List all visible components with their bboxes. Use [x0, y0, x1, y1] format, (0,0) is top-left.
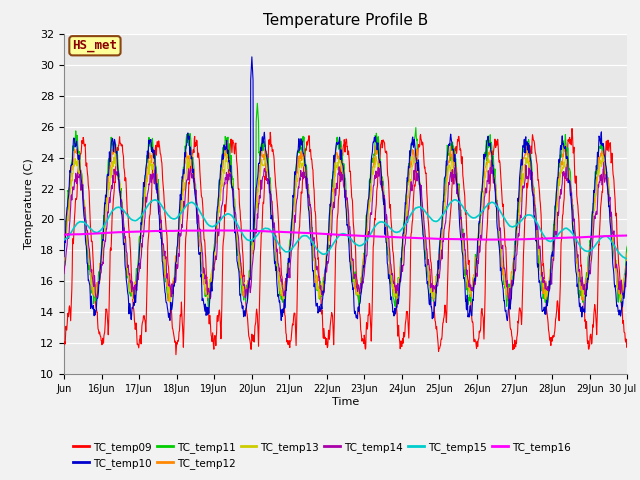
Line: TC_temp15: TC_temp15: [64, 200, 627, 259]
TC_temp09: [172, 352, 180, 358]
TC_temp16: [433, 236, 441, 241]
TC_temp11: [172, 258, 179, 264]
TC_temp14: [507, 301, 515, 307]
TC_temp15: [172, 216, 179, 221]
Line: TC_temp13: TC_temp13: [64, 153, 627, 302]
TC_temp10: [249, 70, 257, 75]
TC_temp11: [508, 284, 515, 290]
Line: TC_temp10: TC_temp10: [64, 57, 627, 321]
TC_temp11: [623, 243, 631, 249]
TC_temp13: [172, 267, 180, 273]
TC_temp14: [488, 157, 495, 163]
TC_temp13: [434, 274, 442, 280]
TC_temp12: [623, 251, 631, 256]
TC_temp15: [623, 256, 631, 262]
TC_temp11: [60, 264, 68, 269]
TC_temp14: [508, 280, 515, 286]
TC_temp09: [623, 339, 631, 345]
Text: HS_met: HS_met: [72, 39, 118, 52]
TC_temp12: [505, 300, 513, 306]
TC_temp13: [166, 300, 174, 305]
TC_temp12: [60, 229, 68, 235]
TC_temp09: [433, 333, 441, 339]
TC_temp09: [172, 340, 179, 346]
TC_temp10: [623, 262, 631, 267]
TC_temp15: [433, 218, 441, 224]
TC_temp16: [249, 228, 257, 234]
TC_temp15: [186, 200, 193, 206]
TC_temp12: [433, 268, 441, 274]
TC_temp13: [186, 162, 193, 168]
TC_temp14: [433, 283, 441, 288]
TC_temp09: [568, 126, 576, 132]
TC_temp10: [248, 54, 256, 60]
TC_temp10: [433, 279, 441, 285]
X-axis label: Time: Time: [332, 397, 359, 407]
Legend: TC_temp09, TC_temp10, TC_temp11, TC_temp12, TC_temp13, TC_temp14, TC_temp15, TC_: TC_temp09, TC_temp10, TC_temp11, TC_temp…: [69, 438, 575, 473]
TC_temp10: [186, 133, 193, 139]
TC_temp15: [557, 229, 564, 235]
Line: TC_temp12: TC_temp12: [64, 142, 627, 303]
TC_temp15: [60, 237, 68, 242]
Line: TC_temp09: TC_temp09: [64, 129, 627, 355]
TC_temp15: [623, 256, 630, 262]
Line: TC_temp11: TC_temp11: [64, 103, 627, 307]
TC_temp16: [186, 228, 193, 233]
TC_temp11: [557, 155, 565, 160]
TC_temp13: [623, 263, 631, 268]
TC_temp11: [205, 304, 212, 310]
TC_temp12: [223, 139, 231, 145]
TC_temp15: [452, 197, 460, 203]
TC_temp16: [172, 228, 179, 234]
TC_temp10: [557, 146, 565, 152]
TC_temp14: [60, 271, 68, 276]
TC_temp09: [557, 264, 564, 269]
TC_temp12: [508, 269, 515, 275]
Line: TC_temp16: TC_temp16: [64, 230, 627, 240]
TC_temp10: [508, 296, 515, 302]
TC_temp11: [249, 251, 257, 257]
TC_temp15: [507, 224, 515, 229]
TC_temp09: [507, 326, 515, 332]
TC_temp13: [249, 240, 257, 246]
TC_temp15: [248, 237, 256, 243]
TC_temp13: [557, 170, 565, 176]
Title: Temperature Profile B: Temperature Profile B: [263, 13, 428, 28]
TC_temp14: [623, 259, 631, 264]
TC_temp16: [217, 228, 225, 233]
TC_temp13: [508, 281, 515, 287]
TC_temp11: [434, 270, 442, 276]
TC_temp16: [487, 237, 495, 242]
Line: TC_temp14: TC_temp14: [64, 160, 627, 304]
TC_temp13: [60, 257, 68, 263]
TC_temp11: [253, 100, 261, 106]
TC_temp10: [60, 254, 68, 260]
TC_temp12: [249, 243, 257, 249]
TC_temp16: [623, 233, 631, 239]
TC_temp14: [186, 178, 193, 183]
TC_temp10: [504, 318, 511, 324]
TC_temp09: [186, 178, 193, 183]
TC_temp11: [186, 142, 193, 147]
TC_temp16: [60, 232, 68, 238]
TC_temp16: [557, 235, 565, 240]
TC_temp10: [172, 261, 179, 266]
TC_temp14: [172, 279, 179, 285]
TC_temp14: [248, 263, 256, 268]
TC_temp16: [508, 237, 515, 242]
TC_temp12: [557, 160, 565, 166]
TC_temp12: [186, 159, 193, 165]
Y-axis label: Temperature (C): Temperature (C): [24, 158, 35, 250]
TC_temp12: [172, 253, 179, 259]
TC_temp13: [223, 150, 230, 156]
TC_temp09: [60, 342, 68, 348]
TC_temp14: [557, 192, 565, 197]
TC_temp09: [249, 338, 257, 344]
